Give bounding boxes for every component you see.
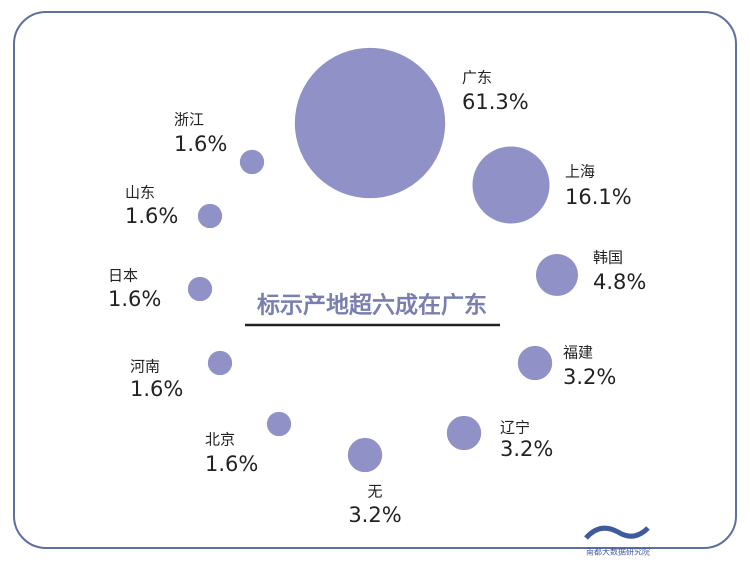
frame [13, 11, 737, 549]
bubble [207, 350, 233, 376]
category-label: 无 [367, 483, 382, 501]
value-label: 16.1% [565, 185, 632, 209]
logo: 南都大数据研究院 [584, 525, 650, 557]
bubble [294, 47, 446, 199]
category-label: 北京 [205, 431, 235, 449]
value-label: 1.6% [205, 452, 258, 476]
bubble [446, 415, 482, 451]
value-label: 1.6% [125, 204, 178, 228]
value-label: 4.8% [593, 270, 646, 294]
category-label: 广东 [462, 69, 492, 87]
value-label: 3.2% [348, 503, 401, 527]
category-label: 上海 [565, 163, 595, 181]
value-label: 3.2% [563, 365, 616, 389]
source: 南都大数据研究院 [586, 547, 650, 557]
category-label: 辽宁 [500, 419, 530, 437]
value-label: 3.2% [500, 437, 553, 461]
category-label: 山东 [125, 184, 155, 202]
bubble [187, 276, 213, 302]
bubble [266, 411, 292, 437]
bubble [472, 146, 550, 224]
category-label: 福建 [563, 344, 593, 362]
value-label: 1.6% [108, 287, 161, 311]
logo-mark [584, 525, 650, 540]
bubble [517, 345, 553, 381]
category-label: 浙江 [174, 111, 204, 129]
bubble [535, 253, 579, 297]
value-label: 61.3% [462, 90, 529, 114]
bubble [239, 149, 265, 175]
chart-title: 标示产地超六成在广东 [257, 292, 487, 319]
value-label: 1.6% [130, 377, 183, 401]
value-label: 1.6% [174, 132, 227, 156]
bubble [197, 203, 223, 229]
category-label: 韩国 [593, 249, 623, 267]
category-label: 河南 [130, 358, 160, 376]
bubble [347, 437, 383, 473]
category-label: 日本 [108, 267, 138, 285]
